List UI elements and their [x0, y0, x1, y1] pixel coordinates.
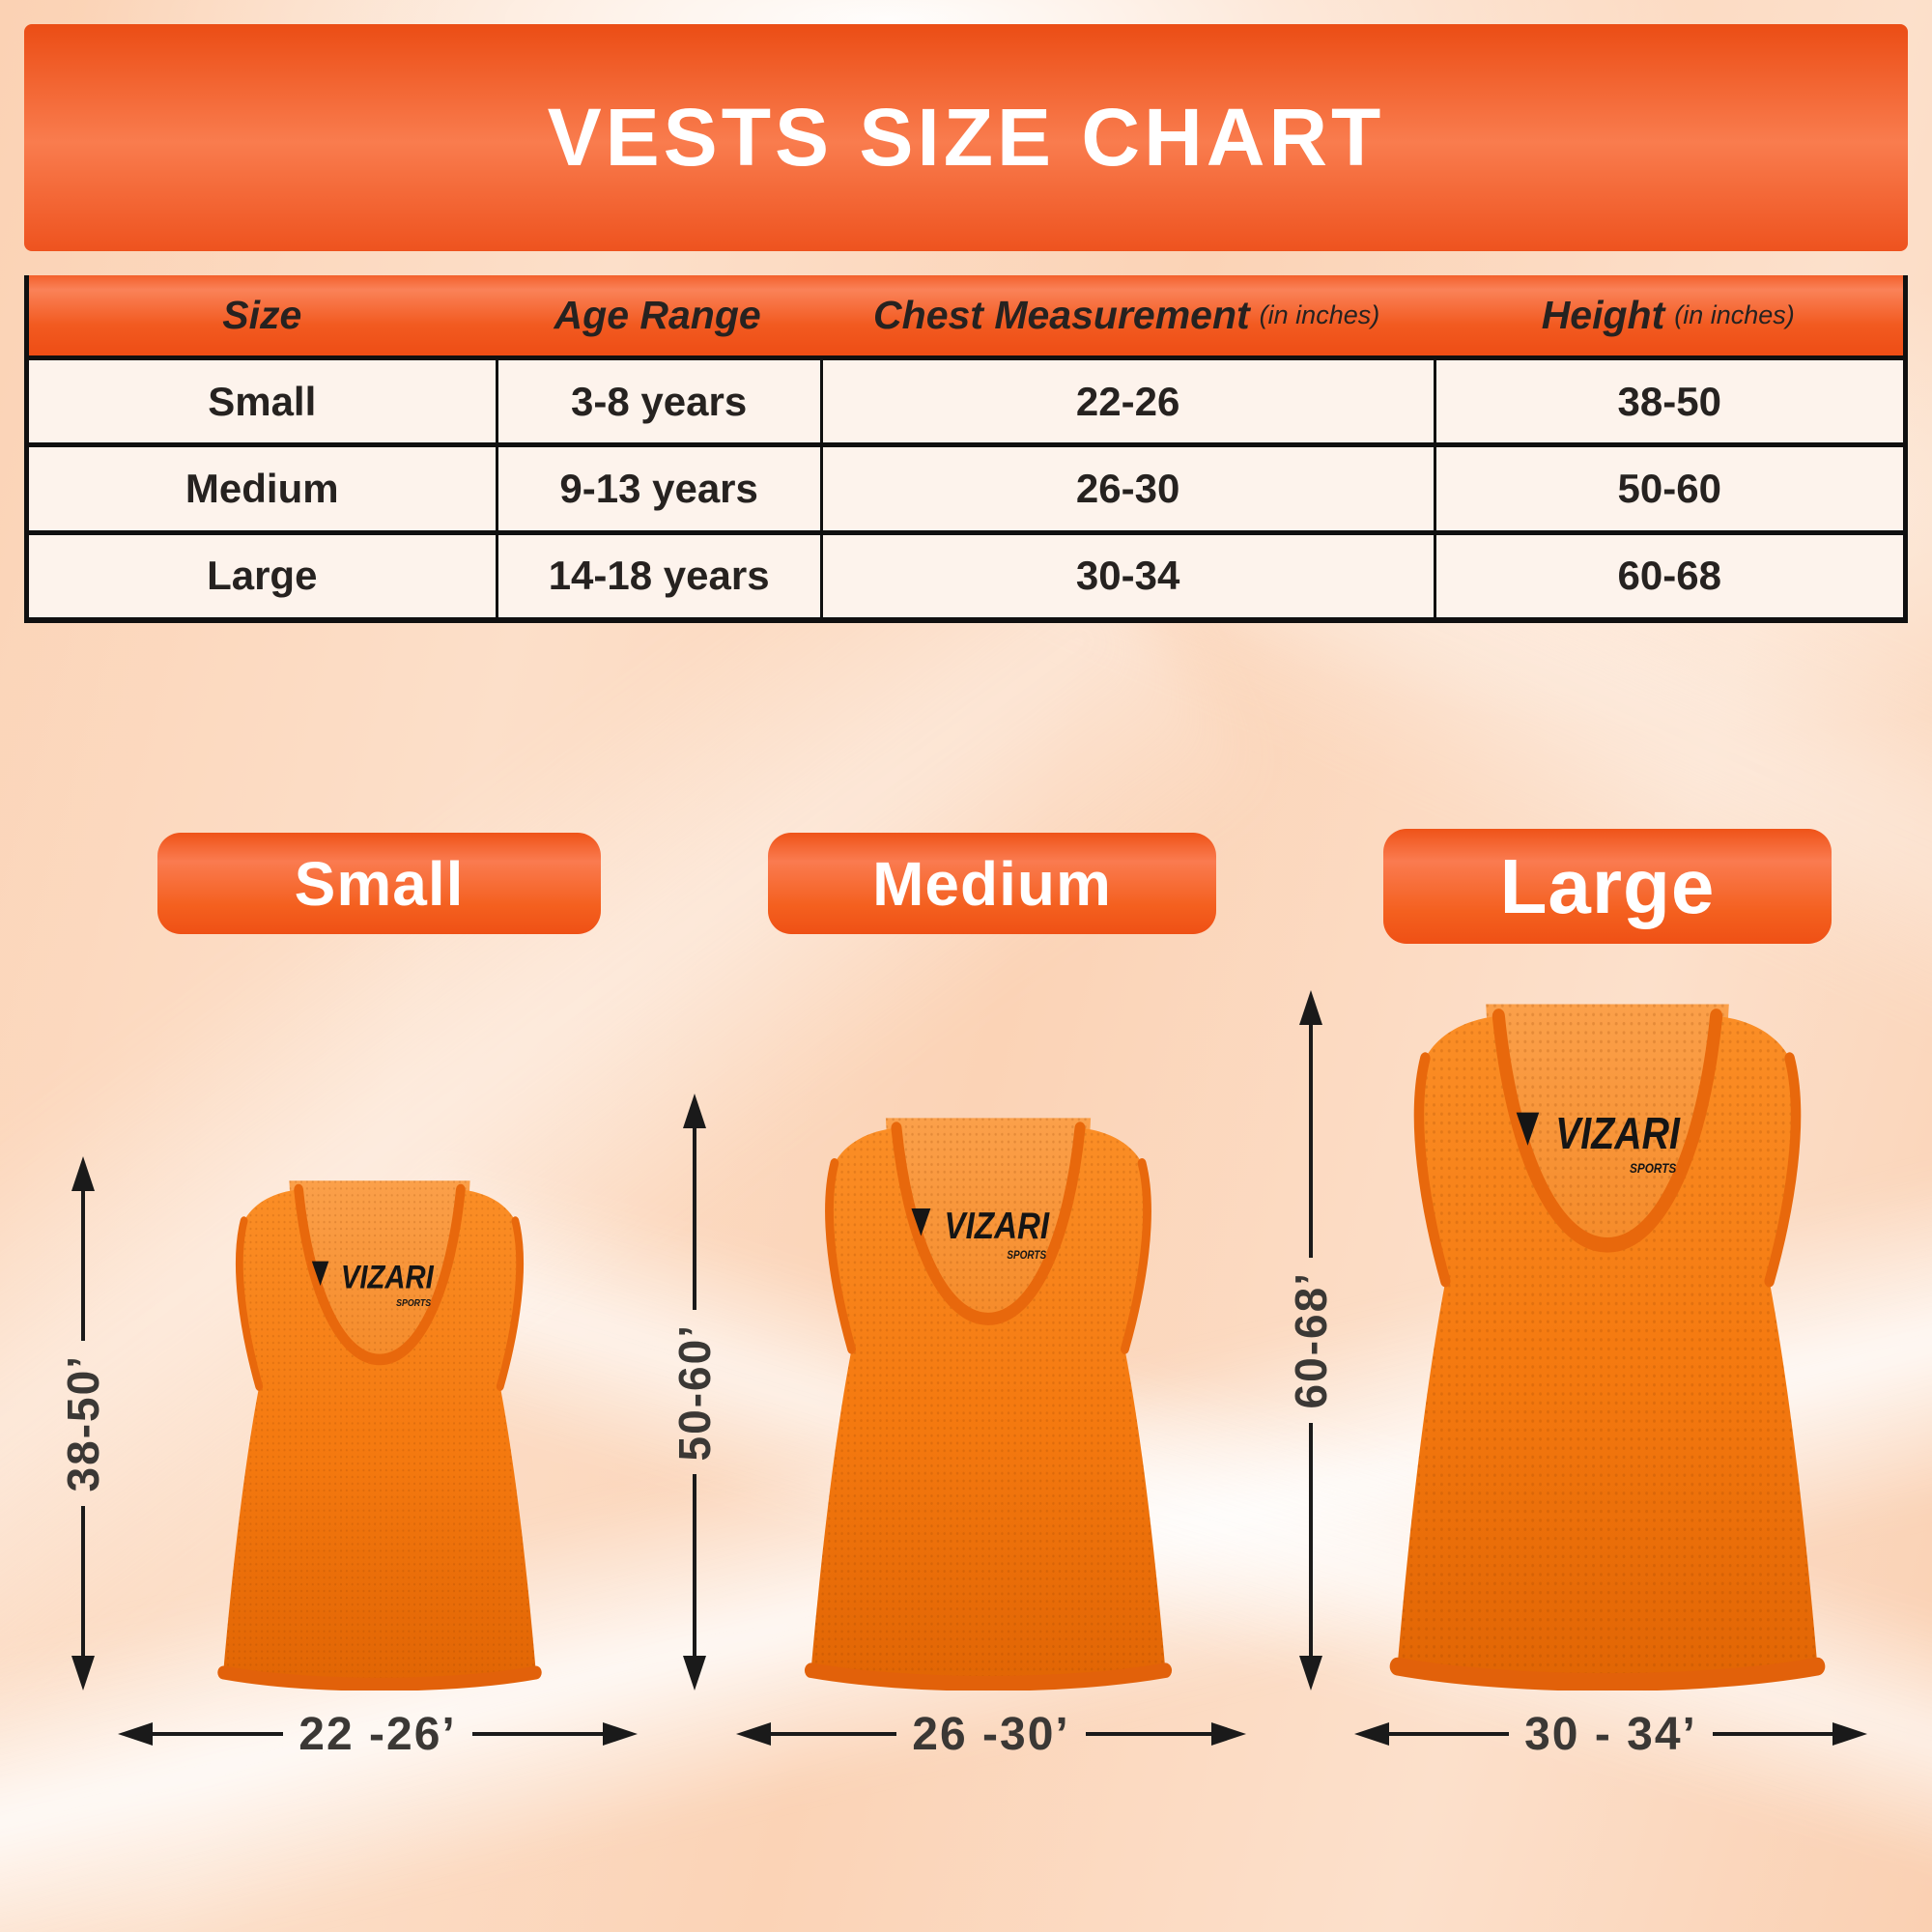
- table-row-medium: Medium 9-13 years 26-30 50-60: [29, 442, 1904, 530]
- width-arrow-small: 22 -26’: [118, 1708, 638, 1760]
- arrowhead-right-icon: [603, 1722, 638, 1746]
- height-dim-label-large: 60-68’: [1286, 1271, 1336, 1409]
- width-dim-label-small: 22 -26’: [298, 1708, 457, 1760]
- cell-size: Large: [207, 553, 318, 599]
- arrowhead-right-icon: [1211, 1722, 1246, 1746]
- height-arrow-large: 60-68’: [1286, 990, 1336, 1690]
- height-arrow-small: 38-50’: [58, 1156, 108, 1690]
- col-header-chest: Chest Measurement (in inches): [820, 275, 1434, 355]
- title-banner: VESTS SIZE CHART: [24, 24, 1908, 251]
- col-header-label: Size: [222, 293, 302, 337]
- col-header-height: Height (in inches): [1434, 275, 1904, 355]
- arrowhead-down-icon: [1299, 1656, 1322, 1690]
- arrowhead-left-icon: [1354, 1722, 1389, 1746]
- height-arrow-medium: 50-60’: [669, 1094, 720, 1690]
- cell-height: 38-50: [1433, 360, 1904, 443]
- arrowhead-left-icon: [736, 1722, 771, 1746]
- col-header-unit: (in inches): [1259, 300, 1380, 329]
- height-dim-label-medium: 50-60’: [669, 1322, 720, 1462]
- col-header-unit: (in inches): [1674, 300, 1795, 329]
- width-dim-label-large: 30 - 34’: [1524, 1708, 1697, 1760]
- size-pill-large: Large: [1383, 829, 1832, 944]
- col-header-size: Size: [29, 275, 496, 355]
- cell-height: 60-68: [1433, 534, 1904, 617]
- cell-chest: 30-34: [819, 534, 1434, 617]
- vest-illustration-small: [191, 1172, 568, 1690]
- page-title: VESTS SIZE CHART: [547, 92, 1385, 183]
- arrowhead-down-icon: [71, 1656, 95, 1690]
- arrowhead-right-icon: [1833, 1722, 1867, 1746]
- table-row-small: Small 3-8 years 22-26 38-50: [29, 355, 1904, 443]
- cell-size: Medium: [185, 465, 339, 511]
- cell-age-range: 3-8 years: [495, 360, 820, 443]
- cell-height: 50-60: [1433, 447, 1904, 530]
- size-table: Size Age Range Chest Measurement (in inc…: [24, 275, 1908, 623]
- table-header-row: Size Age Range Chest Measurement (in inc…: [29, 275, 1903, 355]
- col-header-label: Age Range: [554, 293, 761, 337]
- arrowhead-up-icon: [683, 1094, 706, 1128]
- height-dim-label-small: 38-50’: [58, 1354, 108, 1492]
- cell-chest: 26-30: [819, 447, 1434, 530]
- width-arrow-medium: 26 -30’: [736, 1708, 1246, 1760]
- cell-age-range: 14-18 years: [495, 534, 820, 617]
- width-dim-label-medium: 26 -30’: [912, 1708, 1070, 1760]
- vest-illustration-large: [1354, 992, 1861, 1690]
- col-header-label: Height: [1541, 293, 1665, 337]
- col-header-age-range: Age Range: [496, 275, 820, 355]
- size-pill-medium: Medium: [768, 833, 1216, 934]
- cell-chest: 22-26: [819, 360, 1434, 443]
- col-header-label: Chest Measurement: [873, 293, 1250, 337]
- table-row-large: Large 14-18 years 30-34 60-68: [29, 529, 1904, 617]
- width-arrow-large: 30 - 34’: [1354, 1708, 1867, 1760]
- arrowhead-up-icon: [1299, 990, 1322, 1025]
- arrowhead-down-icon: [683, 1656, 706, 1690]
- vest-illustration-medium: [775, 1108, 1202, 1690]
- cell-age-range: 9-13 years: [495, 447, 820, 530]
- size-pill-small: Small: [157, 833, 601, 934]
- cell-size: Small: [208, 378, 317, 424]
- arrowhead-up-icon: [71, 1156, 95, 1191]
- arrowhead-left-icon: [118, 1722, 153, 1746]
